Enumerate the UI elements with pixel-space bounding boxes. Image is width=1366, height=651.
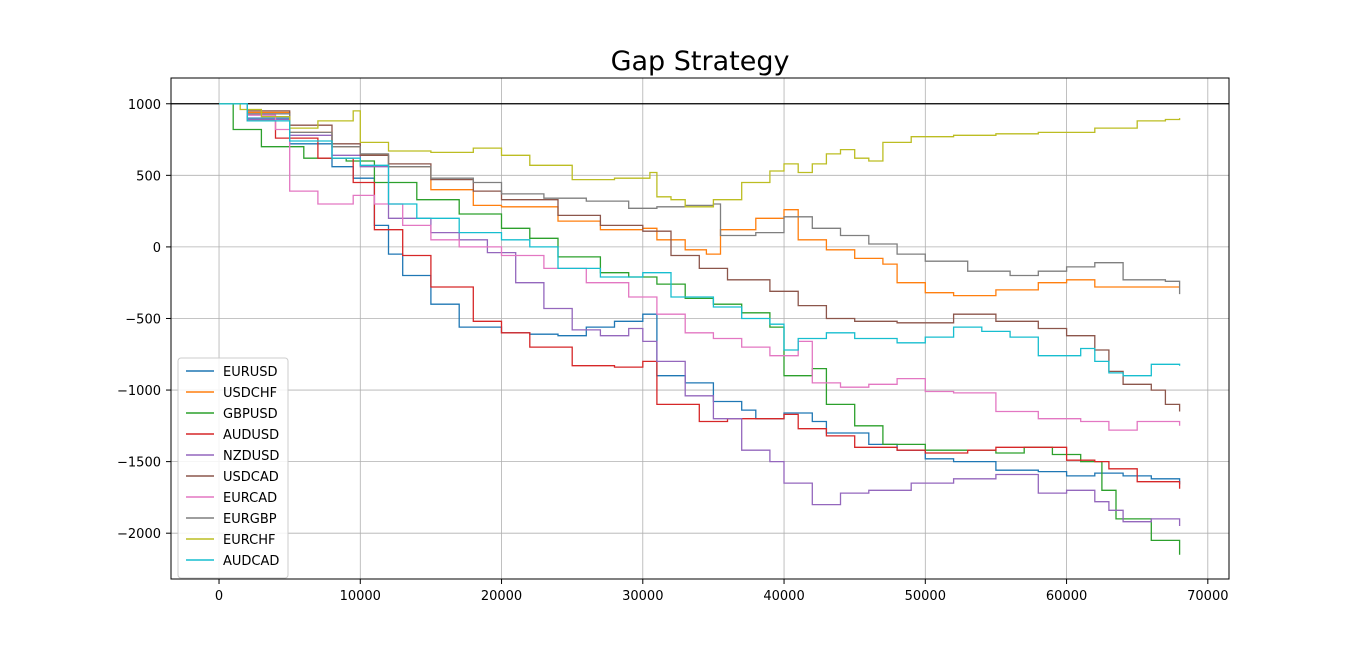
legend-label-gbpusd: GBPUSD	[223, 407, 278, 422]
series-line-eurchf	[219, 103, 1181, 208]
legend-label-eurcad: EURCAD	[223, 491, 277, 506]
legend-label-audcad: AUDCAD	[223, 554, 279, 569]
y-tick-label: −1000	[117, 384, 161, 399]
y-tick-label: −1500	[117, 456, 161, 471]
x-tick-label: 60000	[1046, 589, 1087, 604]
chart-title: Gap Strategy	[611, 46, 790, 77]
y-tick-label: 500	[136, 169, 161, 184]
series-line-audcad	[219, 103, 1181, 377]
legend-label-usdcad: USDCAD	[223, 470, 279, 485]
legend-label-audusd: AUDUSD	[223, 428, 279, 443]
grid-lines	[171, 78, 1229, 579]
legend-label-eurgbp: EURGBP	[223, 512, 277, 527]
axis-ticks: 0 10000 20000 30000 40000 50000 60000 70000−200…	[117, 98, 1228, 604]
plot-frame	[170, 77, 1230, 580]
x-tick-label: 30000	[622, 589, 663, 604]
legend-label-eurusd: EURUSD	[223, 365, 278, 380]
x-tick-label: 40000	[763, 589, 804, 604]
x-tick-label: 20000	[481, 589, 522, 604]
legend-label-eurchf: EURCHF	[223, 533, 275, 548]
legend: EURUSD USDCHF GBPUSD AUDUSD NZDUSD USDCAD EURC…	[177, 357, 289, 579]
x-tick-label: 50000	[905, 589, 946, 604]
series-line-usdcad	[219, 103, 1181, 412]
y-tick-label: −500	[125, 312, 161, 327]
series-line-nzdusd	[219, 103, 1181, 526]
x-tick-label: 0	[215, 589, 223, 604]
legend-label-nzdusd: NZDUSD	[223, 449, 279, 464]
series-line-gbpusd	[219, 103, 1181, 555]
y-tick-label: −2000	[117, 527, 161, 542]
series-lines	[219, 103, 1181, 555]
legend-label-usdchf: USDCHF	[223, 386, 277, 401]
series-line-eurcad	[219, 103, 1181, 431]
series-line-audusd	[219, 103, 1181, 489]
x-tick-label: 70000	[1187, 589, 1228, 604]
y-tick-label: 1000	[128, 98, 161, 113]
x-tick-label: 10000	[340, 589, 381, 604]
y-tick-label: 0	[153, 241, 161, 256]
